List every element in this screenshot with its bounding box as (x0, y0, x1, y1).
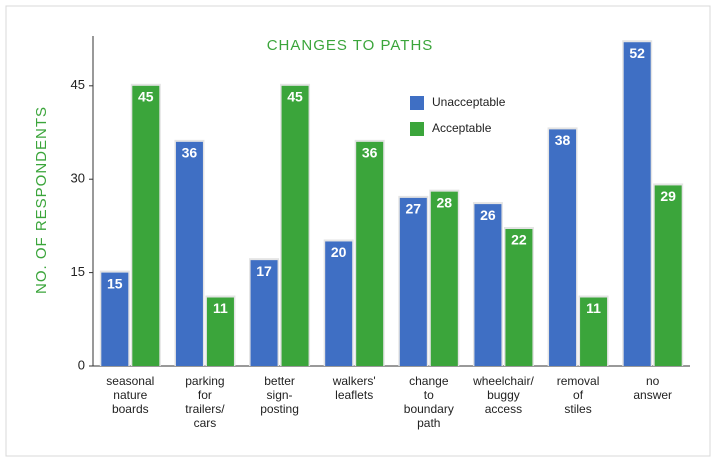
x-tick-label: walkers' leaflets (332, 374, 376, 402)
y-axis-label: NO. OF RESPONDENTS (33, 106, 50, 294)
bar (325, 241, 353, 366)
data-label: 29 (660, 188, 676, 204)
data-label: 28 (437, 194, 453, 210)
bar (250, 260, 278, 366)
x-tick-label: seasonal nature boards (106, 374, 155, 416)
bar (101, 272, 129, 366)
data-label: 27 (406, 201, 422, 217)
data-label: 38 (555, 132, 571, 148)
bar (356, 141, 384, 366)
bar (654, 185, 682, 366)
legend-swatch (410, 96, 424, 110)
x-tick-label: better sign- posting (260, 374, 299, 416)
bar (206, 297, 234, 366)
data-label: 11 (586, 300, 601, 316)
data-label: 26 (480, 207, 496, 223)
bar (399, 197, 427, 366)
bar (132, 85, 160, 367)
y-tick-label: 0 (78, 357, 85, 372)
bar (430, 191, 458, 366)
bar (623, 42, 651, 367)
bar (549, 129, 577, 366)
data-label: 36 (182, 145, 198, 161)
x-tick-label: change to boundary path (403, 374, 454, 430)
data-label: 11 (213, 300, 228, 316)
x-tick-label: wheelchair/ buggy access (473, 374, 534, 416)
y-tick-label: 30 (71, 171, 85, 186)
legend-swatch (410, 122, 424, 136)
data-label: 17 (256, 263, 272, 279)
frame (5, 5, 711, 457)
y-tick-label: 15 (71, 264, 85, 279)
x-tick-label: no answer (633, 374, 673, 402)
data-label: 22 (511, 232, 527, 248)
legend-label: Unacceptable (432, 95, 506, 109)
data-label: 45 (138, 89, 154, 105)
bar (505, 229, 533, 366)
data-label: 20 (331, 244, 347, 260)
x-tick-label: parking for trailers/ cars (185, 374, 225, 430)
bar (175, 141, 203, 366)
data-label: 36 (362, 145, 378, 161)
x-tick-label: removal of stiles (556, 374, 600, 416)
y-tick-label: 45 (71, 77, 85, 92)
data-label: 52 (629, 45, 645, 61)
bar (474, 204, 502, 366)
data-label: 45 (287, 89, 303, 105)
data-label: 15 (107, 275, 123, 291)
bar (580, 297, 608, 366)
bar (281, 85, 309, 367)
legend-label: Acceptable (432, 121, 492, 135)
chart-title: CHANGES TO PATHS (267, 37, 434, 54)
